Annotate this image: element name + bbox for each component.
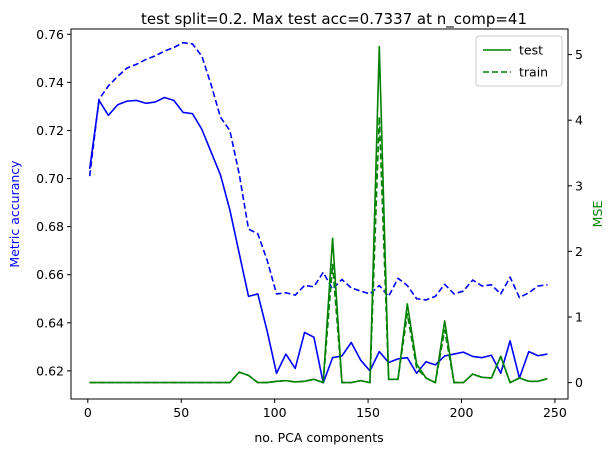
y-right-tick-label: 5 bbox=[575, 47, 583, 62]
y-left-tick-label: 0.72 bbox=[36, 123, 64, 138]
y-axis-right: 0 1 2 3 4 5 bbox=[568, 47, 583, 390]
y-left-tick-label: 0.62 bbox=[36, 363, 64, 378]
y-left-tick-label: 0.66 bbox=[36, 267, 64, 282]
y-axis-right-title: MSE bbox=[590, 201, 605, 228]
x-tick-label: 200 bbox=[450, 405, 474, 420]
x-axis: 0 50 100 150 200 250 bbox=[84, 399, 567, 420]
x-tick-label: 250 bbox=[543, 405, 567, 420]
legend-label-train: train bbox=[519, 65, 548, 80]
legend-label-test: test bbox=[519, 43, 543, 58]
plot-frame bbox=[70, 28, 569, 400]
legend: test train bbox=[475, 35, 563, 87]
mse-series-line-3 bbox=[89, 116, 548, 384]
y-left-tick-label: 0.68 bbox=[36, 219, 64, 234]
y-right-tick-label: 4 bbox=[575, 113, 583, 128]
y-right-tick-label: 0 bbox=[575, 375, 583, 390]
y-axis-left: 0.62 0.64 0.66 0.68 0.70 0.72 0.74 0.76 bbox=[36, 27, 71, 378]
y-left-tick-label: 0.70 bbox=[36, 171, 64, 186]
mse-series-line-2 bbox=[89, 45, 548, 384]
y-axis-left-title: Metric accurancy bbox=[7, 160, 22, 268]
y-left-tick-label: 0.76 bbox=[36, 27, 64, 42]
y-left-tick-label: 0.64 bbox=[36, 315, 64, 330]
x-tick-label: 100 bbox=[263, 405, 287, 420]
y-right-tick-label: 1 bbox=[575, 309, 583, 324]
y-right-tick-label: 2 bbox=[575, 244, 583, 259]
plot-layer bbox=[88, 41, 548, 384]
x-axis-title: no. PCA components bbox=[254, 430, 383, 445]
legend-box bbox=[475, 35, 563, 87]
chart-title: test split=0.2. Max test acc=0.7337 at n… bbox=[141, 10, 527, 29]
x-tick-label: 150 bbox=[356, 405, 380, 420]
x-tick-label: 0 bbox=[84, 405, 92, 420]
y-right-tick-label: 3 bbox=[575, 178, 583, 193]
accuracy-series-line-0 bbox=[88, 96, 548, 384]
x-tick-label: 50 bbox=[173, 405, 189, 420]
y-left-tick-label: 0.74 bbox=[36, 75, 64, 90]
accuracy-series-line-1 bbox=[88, 41, 548, 301]
